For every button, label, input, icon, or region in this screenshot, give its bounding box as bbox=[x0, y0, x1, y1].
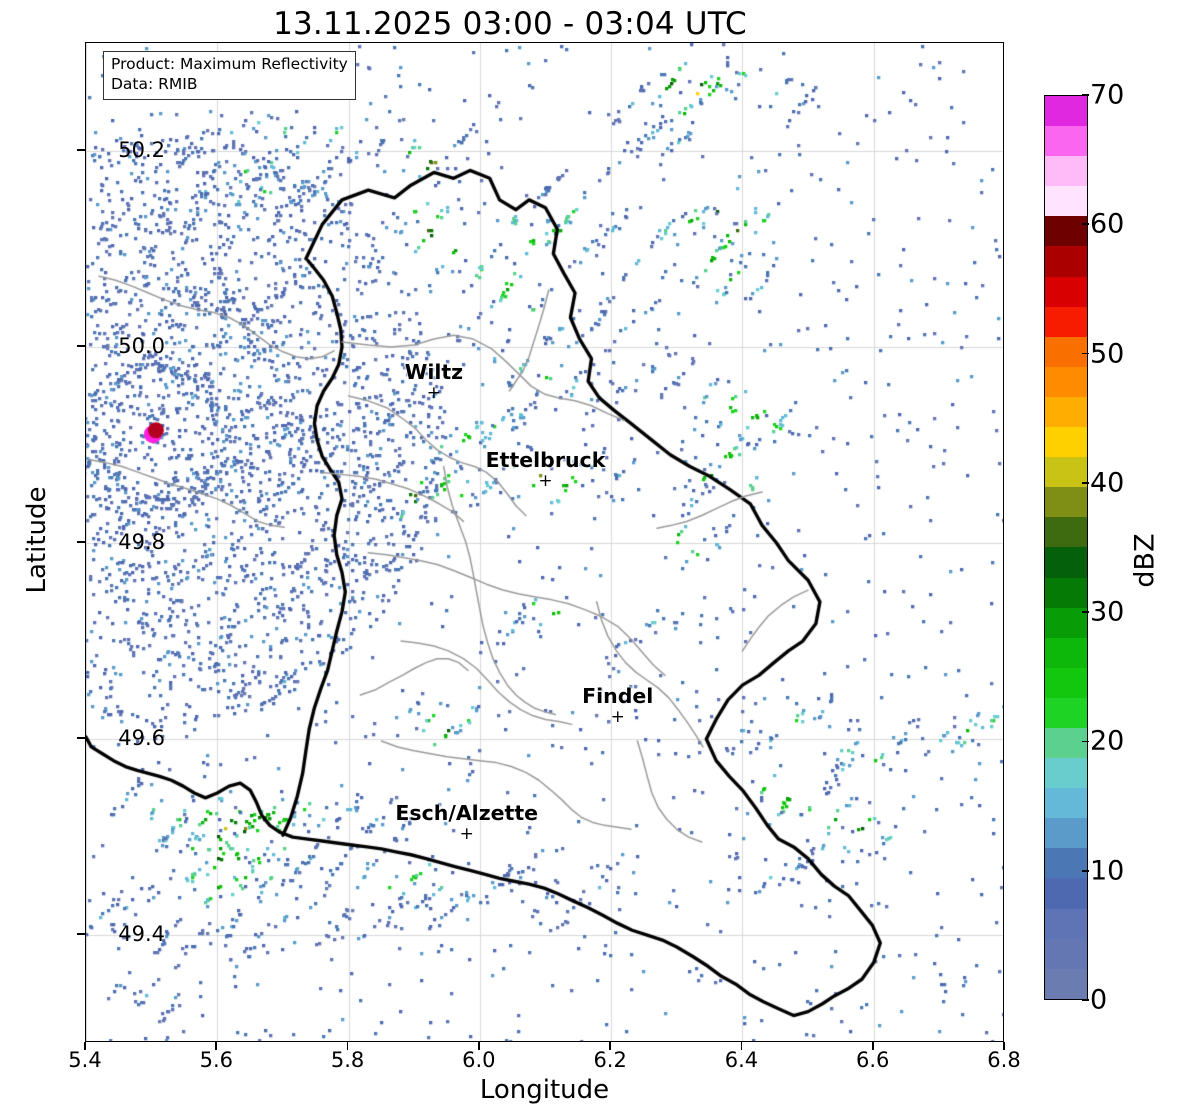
colorbar-tick-label-5: 50 bbox=[1090, 338, 1125, 370]
x-tick-label-7: 6.8 bbox=[987, 1048, 1021, 1072]
y-tick-mark-0 bbox=[77, 933, 85, 935]
x-tick-label-5: 6.4 bbox=[724, 1048, 759, 1072]
colorbar-band-15 bbox=[1045, 517, 1087, 548]
x-tick-label-6: 6.6 bbox=[856, 1048, 890, 1072]
colorbar-band-23 bbox=[1045, 276, 1087, 307]
y-tick-mark-4 bbox=[77, 149, 85, 151]
x-tick-label-3: 6.0 bbox=[462, 1048, 496, 1072]
colorbar-band-5 bbox=[1045, 818, 1087, 849]
colorbar-band-3 bbox=[1045, 878, 1087, 909]
colorbar-band-1 bbox=[1045, 938, 1087, 969]
colorbar-tick-label-1: 10 bbox=[1090, 855, 1125, 887]
colorbar-band-27 bbox=[1045, 156, 1087, 187]
colorbar-band-12 bbox=[1045, 607, 1087, 638]
colorbar-band-20 bbox=[1045, 366, 1087, 397]
x-tick-label-1: 5.6 bbox=[199, 1048, 233, 1072]
colorbar-band-21 bbox=[1045, 336, 1087, 367]
x-tick-mark-7 bbox=[1003, 1042, 1005, 1050]
colorbar-band-6 bbox=[1045, 788, 1087, 819]
colorbar-band-11 bbox=[1045, 637, 1087, 668]
x-tick-label-2: 5.8 bbox=[330, 1048, 365, 1072]
colorbar-band-7 bbox=[1045, 758, 1087, 789]
colorbar-tick-label-7: 70 bbox=[1090, 79, 1125, 111]
colorbar-tick-mark-4 bbox=[1082, 482, 1089, 484]
colorbar-band-19 bbox=[1045, 396, 1087, 428]
data-source-line: Data: RMIB bbox=[111, 74, 198, 93]
x-tick-mark-6 bbox=[871, 1042, 874, 1050]
colorbar bbox=[1044, 95, 1088, 1000]
colorbar-tick-label-0: 0 bbox=[1090, 984, 1108, 1016]
y-axis-label: Latitude bbox=[22, 486, 52, 594]
colorbar-band-2 bbox=[1045, 908, 1087, 939]
colorbar-band-16 bbox=[1045, 487, 1087, 518]
colorbar-band-24 bbox=[1045, 246, 1087, 277]
colorbar-tick-mark-2 bbox=[1082, 740, 1089, 743]
colorbar-band-9 bbox=[1045, 697, 1087, 728]
colorbar-tick-mark-1 bbox=[1082, 869, 1089, 872]
colorbar-band-8 bbox=[1045, 727, 1087, 759]
colorbar-tick-mark-5 bbox=[1082, 352, 1089, 355]
colorbar-label: dBZ bbox=[1129, 533, 1161, 588]
radar-map-plot[interactable]: Product: Maximum Reflectivity Data: RMIB… bbox=[85, 42, 1004, 1042]
x-tick-label-0: 5.4 bbox=[68, 1048, 102, 1072]
y-tick-label-2: 49.8 bbox=[118, 530, 165, 554]
colorbar-tick-label-4: 40 bbox=[1090, 467, 1125, 499]
colorbar-tick-label-6: 60 bbox=[1090, 208, 1125, 240]
colorbar-tick-mark-7 bbox=[1082, 94, 1089, 96]
x-tick-mark-3 bbox=[478, 1042, 480, 1050]
colorbar-band-29 bbox=[1045, 96, 1087, 127]
colorbar-tick-mark-3 bbox=[1082, 611, 1089, 613]
y-tick-label-4: 50.2 bbox=[118, 137, 165, 162]
y-tick-label-0: 49.4 bbox=[118, 922, 165, 947]
map-canvas-layer bbox=[86, 43, 1003, 1041]
x-tick-mark-2 bbox=[346, 1042, 349, 1050]
x-tick-mark-0 bbox=[84, 1042, 86, 1050]
x-tick-mark-1 bbox=[215, 1042, 218, 1050]
colorbar-band-22 bbox=[1045, 306, 1087, 337]
colorbar-band-18 bbox=[1045, 427, 1087, 458]
y-tick-mark-1 bbox=[77, 737, 85, 739]
colorbar-band-17 bbox=[1045, 457, 1087, 488]
colorbar-tick-label-2: 20 bbox=[1090, 725, 1125, 757]
x-tick-mark-5 bbox=[740, 1042, 743, 1050]
y-tick-label-3: 50.0 bbox=[118, 333, 165, 358]
colorbar-band-10 bbox=[1045, 667, 1087, 698]
colorbar-band-13 bbox=[1045, 577, 1087, 608]
colorbar-band-0 bbox=[1045, 968, 1087, 999]
product-line: Product: Maximum Reflectivity bbox=[111, 55, 348, 73]
y-tick-mark-3 bbox=[77, 345, 85, 347]
colorbar-band-28 bbox=[1045, 126, 1087, 157]
x-axis-label: Longitude bbox=[479, 1075, 610, 1105]
product-info-box: Product: Maximum Reflectivity Data: RMIB bbox=[103, 51, 356, 100]
y-tick-mark-2 bbox=[77, 541, 85, 543]
colorbar-tick-label-3: 30 bbox=[1090, 596, 1125, 628]
y-tick-label-1: 49.6 bbox=[118, 726, 165, 751]
colorbar-band-26 bbox=[1045, 186, 1087, 217]
colorbar-band-25 bbox=[1045, 216, 1087, 247]
x-tick-label-4: 6.2 bbox=[593, 1048, 627, 1072]
colorbar-tick-mark-0 bbox=[1082, 999, 1089, 1001]
colorbar-band-14 bbox=[1045, 547, 1087, 578]
x-tick-mark-4 bbox=[609, 1042, 611, 1050]
colorbar-tick-mark-6 bbox=[1082, 223, 1089, 226]
page-title: 13.11.2025 03:00 - 03:04 UTC bbox=[273, 6, 747, 42]
radar-site-canvas bbox=[86, 43, 1003, 1041]
colorbar-band-4 bbox=[1045, 848, 1087, 879]
